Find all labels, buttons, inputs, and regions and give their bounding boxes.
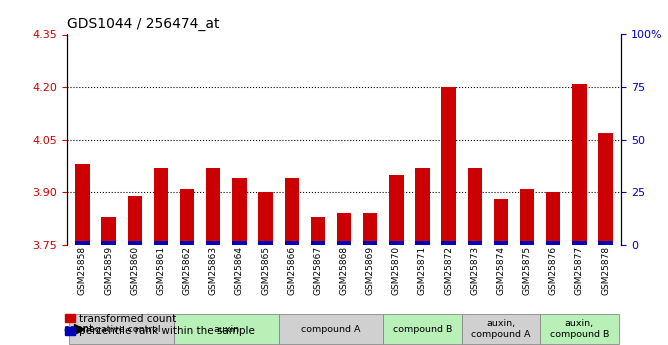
Text: GDS1044 / 256474_at: GDS1044 / 256474_at xyxy=(67,17,219,31)
Bar xyxy=(259,193,273,245)
Text: compound A: compound A xyxy=(301,325,361,334)
Bar xyxy=(180,189,194,245)
Bar xyxy=(415,168,430,245)
Bar xyxy=(311,241,325,245)
Bar xyxy=(546,241,560,245)
Bar xyxy=(154,241,168,245)
Bar xyxy=(389,241,403,245)
Bar xyxy=(102,217,116,245)
Bar xyxy=(206,168,220,245)
Bar xyxy=(75,164,90,245)
Bar xyxy=(259,241,273,245)
Bar xyxy=(442,87,456,245)
Bar xyxy=(599,133,613,245)
Bar xyxy=(311,217,325,245)
Bar xyxy=(494,199,508,245)
Bar xyxy=(572,83,587,245)
Text: negative control: negative control xyxy=(83,325,160,334)
Bar xyxy=(206,241,220,245)
Bar xyxy=(102,241,116,245)
Text: compound B: compound B xyxy=(393,325,452,334)
Bar xyxy=(154,168,168,245)
Bar xyxy=(180,241,194,245)
Bar xyxy=(285,178,299,245)
Bar xyxy=(468,168,482,245)
Bar xyxy=(462,314,540,344)
Bar xyxy=(599,241,613,245)
Bar xyxy=(75,241,90,245)
Bar xyxy=(572,241,587,245)
Text: agent: agent xyxy=(63,324,94,334)
Bar xyxy=(520,241,534,245)
Text: auxin: auxin xyxy=(213,325,239,334)
Bar xyxy=(363,214,377,245)
Bar xyxy=(128,241,142,245)
Bar xyxy=(546,193,560,245)
Bar xyxy=(337,241,351,245)
Bar xyxy=(285,241,299,245)
Legend: transformed count, percentile rank within the sample: transformed count, percentile rank withi… xyxy=(65,314,255,336)
Text: auxin,
compound A: auxin, compound A xyxy=(471,319,530,339)
Bar xyxy=(232,178,246,245)
Bar xyxy=(468,241,482,245)
Bar xyxy=(279,314,383,344)
Bar xyxy=(442,241,456,245)
Bar xyxy=(174,314,279,344)
Bar xyxy=(520,189,534,245)
Bar xyxy=(415,241,430,245)
Bar xyxy=(494,241,508,245)
Text: auxin,
compound B: auxin, compound B xyxy=(550,319,609,339)
Bar xyxy=(363,241,377,245)
Bar xyxy=(128,196,142,245)
Bar xyxy=(232,241,246,245)
Bar xyxy=(383,314,462,344)
Bar xyxy=(389,175,403,245)
Bar xyxy=(337,214,351,245)
Bar xyxy=(69,314,174,344)
Bar xyxy=(540,314,619,344)
